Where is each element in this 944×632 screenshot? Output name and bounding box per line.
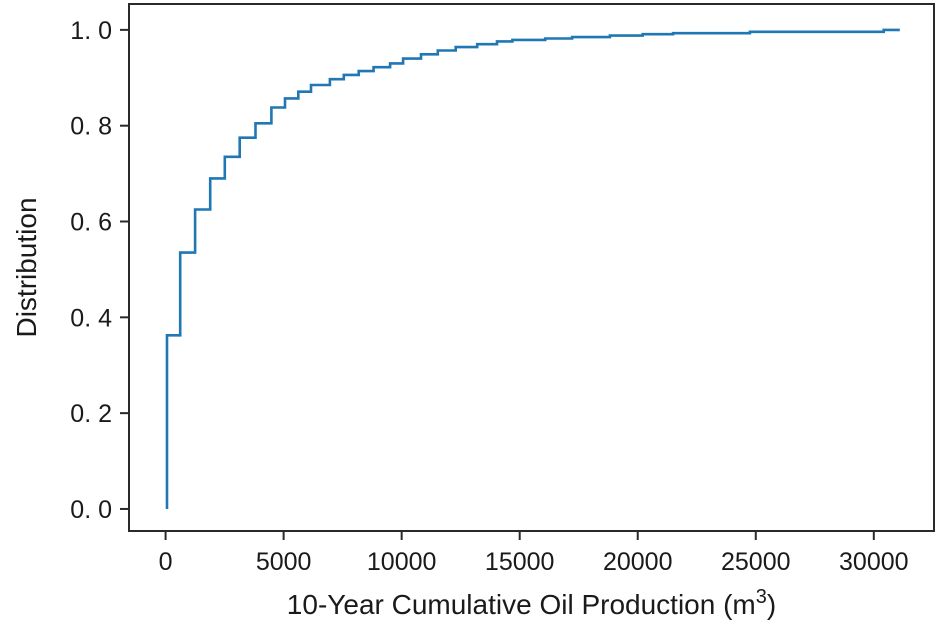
y-tick-label: 1. 0 xyxy=(70,17,112,45)
y-tick-label: 0. 8 xyxy=(70,113,112,141)
x-tick-label: 25000 xyxy=(721,548,791,576)
y-tick-label: 0. 6 xyxy=(70,209,112,237)
x-tick-label: 15000 xyxy=(485,548,555,576)
axes-frame xyxy=(128,3,935,532)
y-tick-label: 0. 4 xyxy=(70,304,112,332)
x-tick-label: 30000 xyxy=(839,548,909,576)
y-tick-label: 0. 0 xyxy=(70,496,112,524)
x-tick-label: 0 xyxy=(159,548,173,576)
ecdf-step-line xyxy=(165,28,900,509)
x-tick-label: 10000 xyxy=(367,548,437,576)
x-axis-label: 10-Year Cumulative Oil Production (m3) xyxy=(287,586,776,620)
y-axis-label: Distribution xyxy=(11,197,42,337)
y-tick-label: 0. 2 xyxy=(70,400,112,428)
x-tick-label: 5000 xyxy=(256,548,312,576)
x-tick-label: 20000 xyxy=(603,548,673,576)
